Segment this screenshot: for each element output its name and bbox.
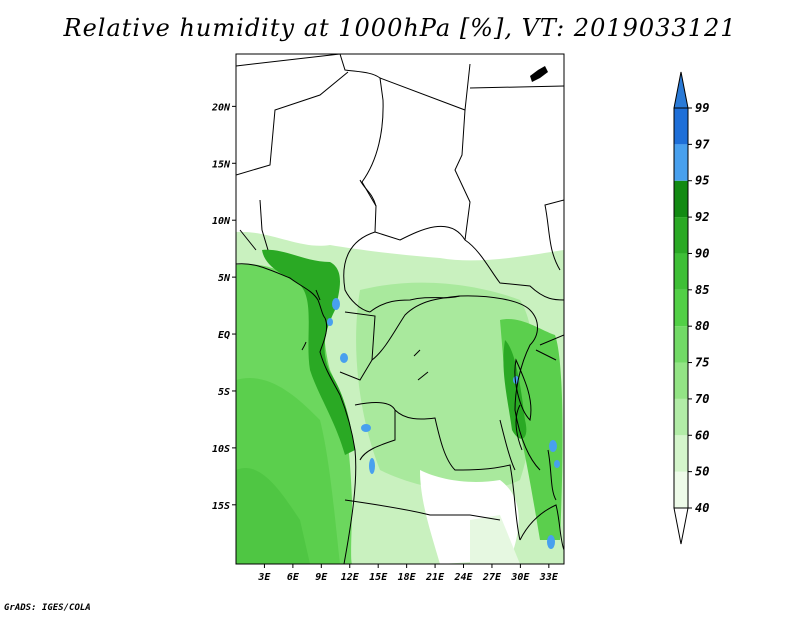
lat-tick-label: EQ	[218, 330, 230, 341]
map-frame	[235, 53, 565, 565]
lon-tick-label: 18E	[398, 572, 417, 583]
lat-tick-label: 5N	[218, 273, 231, 284]
colorbar-segment	[674, 217, 688, 254]
colorbar-tick-label: 99	[695, 101, 709, 115]
colorbar-lower-extension	[673, 507, 689, 545]
colorbar: 40 50 60 70 75 80 85 90 92 95 97 99	[673, 71, 710, 545]
lon-tick-label: 21E	[425, 572, 445, 583]
colorbar-segment	[674, 289, 688, 327]
colorbar-segment	[674, 398, 688, 436]
colorbar-tick-label: 70	[695, 392, 709, 406]
credit-text: GrADS: IGES/COLA	[4, 603, 91, 613]
lon-tick-label: 33E	[539, 572, 559, 583]
latitude-axis: 20N 15N 10N 5N EQ 5S 10S 15S	[211, 102, 236, 512]
colorbar-tick-label: 95	[695, 174, 709, 188]
lon-tick-label: 24E	[453, 572, 473, 583]
lon-tick-label: 3E	[257, 572, 271, 583]
map-title: Relative humidity at 1000hPa [%], VT: 20…	[63, 14, 737, 42]
colorbar-tick-label: 75	[695, 356, 709, 370]
lat-tick-label: 15N	[212, 159, 231, 170]
lat-tick-label: 15S	[212, 501, 230, 512]
colorbar-tick-label: 85	[695, 283, 709, 297]
lat-tick-label: 10N	[212, 216, 231, 227]
colorbar-tick-label: 90	[695, 246, 709, 260]
colorbar-segment	[674, 326, 688, 363]
colorbar-segment	[674, 108, 688, 145]
colorbar-tick-label: 40	[695, 501, 709, 515]
colorbar-frame	[673, 107, 689, 509]
colorbar-tick-label: 60	[695, 428, 709, 442]
colorbar-segment	[674, 435, 688, 472]
lon-tick-label: 27E	[482, 572, 502, 583]
lat-tick-label: 20N	[211, 102, 231, 113]
lat-tick-label: 10S	[212, 444, 230, 455]
map-field	[236, 54, 564, 564]
colorbar-tick-label: 92	[695, 210, 709, 224]
lon-tick-label: 6E	[287, 572, 300, 583]
longitude-axis: 3E 6E 9E 12E 15E 18E 21E 24E 27E 30E 33E	[257, 564, 559, 583]
colorbar-segment	[674, 471, 688, 508]
colorbar-segment	[674, 362, 688, 399]
colorbar-segment	[674, 253, 688, 290]
colorbar-tick-label: 50	[695, 465, 709, 479]
colorbar-segment	[674, 144, 688, 181]
colorbar-tick-label: 80	[695, 319, 709, 333]
colorbar-upper-extension	[673, 71, 689, 109]
lat-tick-label: 5S	[218, 387, 230, 398]
lon-tick-label: 15E	[369, 572, 388, 583]
lon-tick-label: 9E	[315, 572, 328, 583]
lon-tick-label: 12E	[341, 572, 360, 583]
colorbar-segment	[674, 180, 688, 218]
lon-tick-label: 30E	[510, 572, 530, 583]
colorbar-tick-label: 97	[695, 137, 710, 151]
